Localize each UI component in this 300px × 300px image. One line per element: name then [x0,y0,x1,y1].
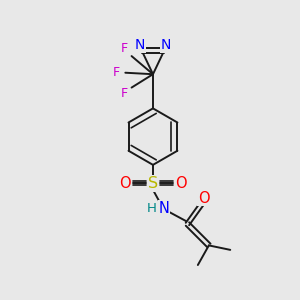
Text: N: N [160,38,171,52]
Text: O: O [119,176,131,191]
Text: N: N [135,38,146,52]
Text: O: O [198,191,210,206]
Text: F: F [121,87,128,100]
Text: N: N [159,201,170,216]
Text: O: O [175,176,186,191]
Text: F: F [113,66,120,79]
Text: H: H [147,202,157,215]
Text: F: F [121,42,128,55]
Text: S: S [148,176,158,191]
